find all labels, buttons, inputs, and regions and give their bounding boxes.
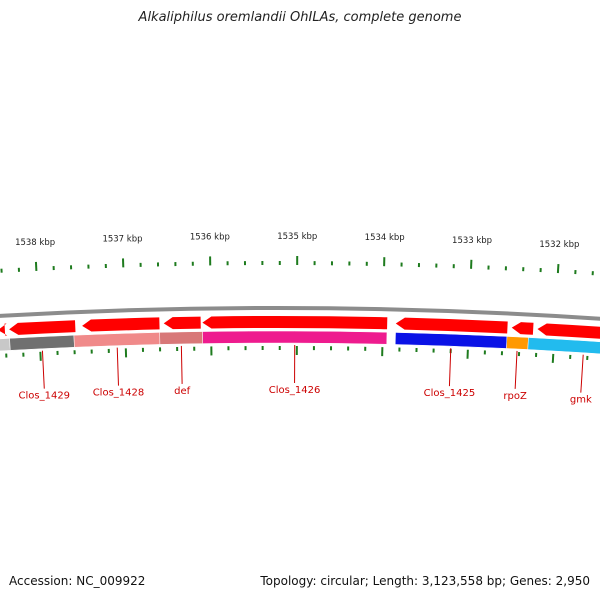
gene-track <box>0 330 600 355</box>
gene-label: def <box>174 386 191 397</box>
gene-label-leader <box>180 345 183 384</box>
scale-label: 1533 kbp <box>452 236 492 246</box>
cds-arrow <box>395 317 508 334</box>
cds-arrow <box>511 322 534 335</box>
outer-tick-mark <box>556 263 560 274</box>
gene-block <box>527 337 600 355</box>
gene-block <box>506 336 529 350</box>
cds-arrow <box>82 317 160 332</box>
gene-label: gmk <box>570 395 592 406</box>
gene-block <box>202 330 388 345</box>
scale-label: 1538 kbp <box>15 238 55 248</box>
scale-label: 1536 kbp <box>190 232 230 242</box>
map-title: Alkaliphilus oremlandii OhILAs, complete… <box>138 10 462 25</box>
gene-label-leader <box>116 347 119 386</box>
gene-block <box>0 338 11 352</box>
genome-summary-label: Topology: circular; Length: 3,123,558 bp… <box>260 574 590 588</box>
inner-tick-track <box>5 346 589 363</box>
gene-label: Clos_1425 <box>424 388 476 399</box>
gene-block <box>9 334 75 351</box>
scale-label: 1535 kbp <box>277 232 317 242</box>
gene-block <box>395 332 508 349</box>
cds-arrow <box>9 320 76 335</box>
scale-label: 1534 kbp <box>365 233 405 243</box>
cds-arrow <box>537 323 600 339</box>
gene-block <box>73 332 161 348</box>
inner-tick-mark <box>551 353 555 363</box>
gene-label-leader <box>580 354 584 393</box>
gene-block <box>159 331 203 345</box>
scale-label-track: 1538 kbp 1537 kbp 1536 kbp 1535 kbp 1534 kbp… <box>15 232 579 250</box>
gene-label: Clos_1429 <box>19 391 71 402</box>
gene-label: Clos_1426 <box>269 385 321 396</box>
genome-backbone <box>0 306 600 321</box>
scale-label: 1537 kbp <box>102 234 142 244</box>
cds-arrow <box>0 323 8 336</box>
cds-arrow <box>163 316 201 330</box>
gene-label-leader <box>514 350 518 389</box>
gene-label-track: Clos_1429 Clos_1428 def Clos_1426 Clos_1425 r… <box>19 345 592 406</box>
gene-label: rpoZ <box>503 391 527 402</box>
accession-label: Accession: NC_009922 <box>9 574 146 588</box>
gene-label-leader <box>41 350 45 389</box>
cds-arrow <box>202 315 388 330</box>
outer-tick-track <box>0 256 594 276</box>
gene-label: Clos_1428 <box>93 388 145 399</box>
gene-label-leader <box>448 348 452 387</box>
scale-label: 1532 kbp <box>539 240 579 250</box>
cds-track <box>0 315 600 339</box>
